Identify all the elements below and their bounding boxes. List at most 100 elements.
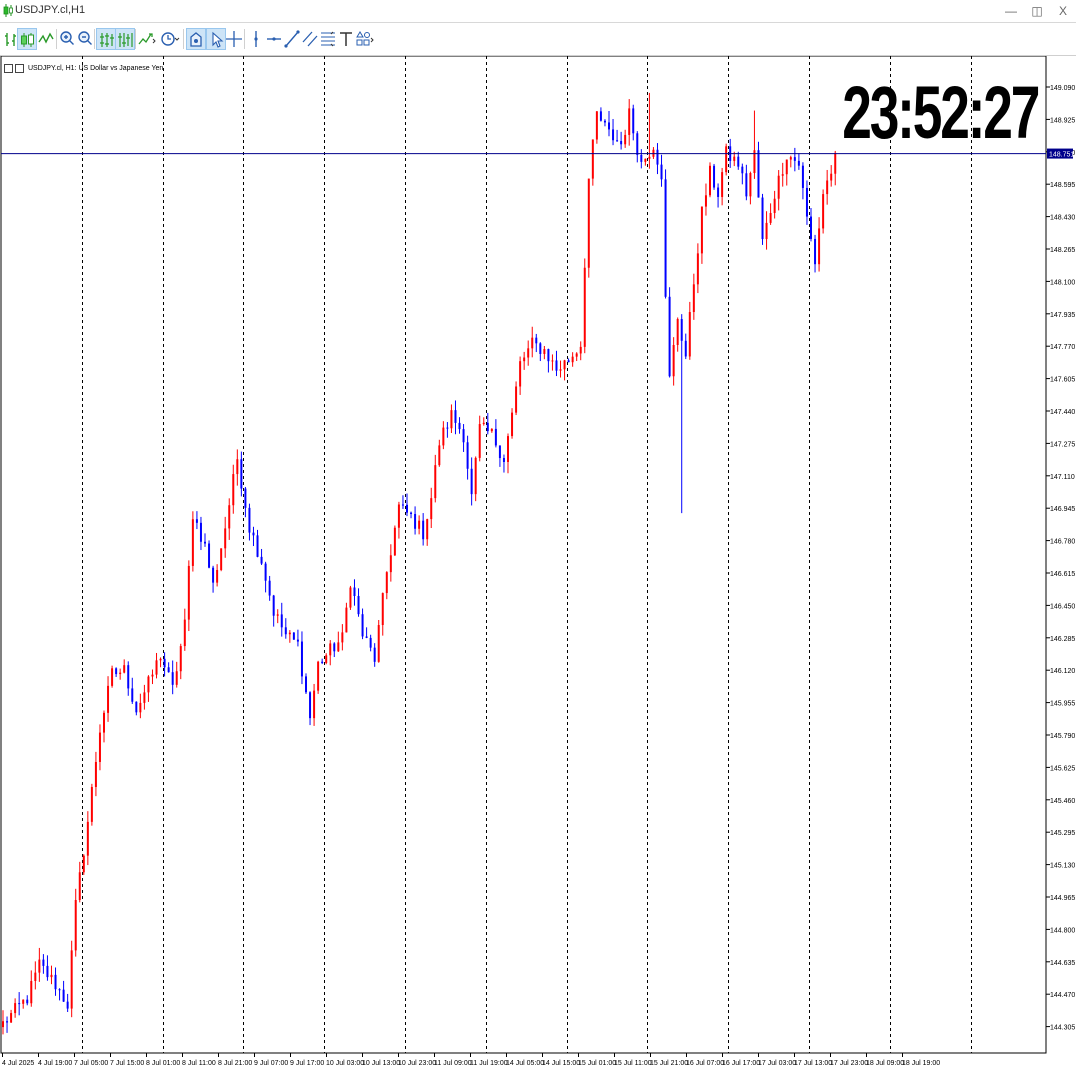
shapes-button[interactable]	[354, 28, 374, 50]
candle-body	[749, 173, 752, 197]
tile-windows-button[interactable]	[96, 28, 116, 50]
trendline-icon	[284, 30, 300, 48]
candle-body	[401, 504, 404, 506]
candle-body	[385, 572, 388, 594]
candle-body	[143, 692, 146, 703]
candlestick-button[interactable]	[17, 28, 37, 50]
horizontal-line-button[interactable]	[264, 28, 284, 50]
y-tick-label: 145.460	[1050, 798, 1075, 805]
x-tick-label: 11 Jul 19:00	[470, 1060, 508, 1067]
vertical-line-button[interactable]	[246, 28, 266, 50]
x-tick-label: 18 Jul 19:00	[902, 1060, 940, 1067]
candle-body	[616, 140, 619, 142]
candle-body	[187, 565, 190, 620]
candle-body	[18, 1003, 21, 1005]
candle-body	[466, 442, 469, 469]
zoom-out-button[interactable]	[76, 28, 96, 50]
candle-body	[822, 194, 825, 229]
chart-shift-button[interactable]	[115, 28, 135, 50]
templates-icon	[190, 32, 202, 47]
candle-body	[430, 498, 433, 520]
toolbar-separator	[94, 29, 95, 49]
candle-body	[797, 160, 800, 166]
candle-body	[587, 178, 590, 268]
y-tick-label: 145.790	[1050, 733, 1075, 740]
candle-body	[212, 567, 215, 583]
y-tick-label: 148.595	[1050, 182, 1075, 189]
candle-body	[14, 1003, 17, 1014]
x-tick-label: 15 Jul 21:00	[650, 1060, 688, 1067]
close-button[interactable]: X	[1049, 2, 1076, 20]
x-tick-label: 14 Jul 15:00	[542, 1060, 580, 1067]
fibonacci-button[interactable]	[318, 28, 338, 50]
candle-body	[361, 614, 364, 637]
y-tick-label: 146.450	[1050, 603, 1075, 610]
candle-body	[38, 959, 41, 973]
templates-button[interactable]	[186, 28, 206, 50]
candle-body	[46, 965, 49, 978]
candle-body	[741, 166, 744, 174]
candle-body	[260, 556, 263, 564]
y-tick-label: 144.470	[1050, 992, 1075, 999]
indicators-button[interactable]	[137, 28, 157, 50]
candle-body	[240, 459, 243, 489]
candle-body	[2, 1021, 4, 1028]
candle-body	[183, 619, 186, 647]
candle-body	[591, 139, 594, 179]
y-tick-label: 146.120	[1050, 668, 1075, 675]
candle-body	[191, 519, 194, 566]
candle-body	[54, 974, 57, 990]
candle-body	[147, 676, 150, 693]
candle-body	[737, 156, 740, 167]
candle-body	[199, 522, 202, 542]
equidistant-channel-button[interactable]	[300, 28, 320, 50]
x-tick-label: 17 Jul 03:00	[758, 1060, 796, 1067]
y-tick-label: 147.605	[1050, 377, 1075, 384]
bar-chart-icon	[5, 33, 16, 46]
candle-body	[292, 632, 295, 640]
chart-area[interactable]: 4 Jul 2025 4 Jul 19:00 7 Jul 05:00 7 Jul 15…	[0, 56, 1076, 1076]
zoom-out-icon	[78, 31, 92, 45]
minimize-icon: —	[1005, 4, 1017, 18]
candle-body	[713, 165, 716, 188]
candle-body	[519, 361, 522, 387]
candle-body	[139, 702, 142, 713]
candle-body	[765, 222, 768, 240]
crosshair-button[interactable]	[224, 28, 244, 50]
candle-body	[175, 671, 178, 685]
candle-body	[511, 412, 514, 437]
symbol-description: USDJPY.cl, H1: US Dollar vs Japanese Yen	[28, 64, 164, 72]
candlestick-chart[interactable]: 4 Jul 2025 4 Jul 19:00 7 Jul 05:00 7 Jul 15…	[0, 56, 1076, 1076]
line-chart-button[interactable]	[37, 28, 57, 50]
candle-body	[325, 655, 328, 663]
x-tick-label: 7 Jul 15:00	[110, 1060, 144, 1067]
candle-body	[42, 959, 45, 966]
candle-body	[810, 216, 812, 239]
candle-body	[381, 593, 384, 626]
candle-body	[450, 410, 453, 429]
candle-body	[163, 658, 166, 668]
candle-body	[551, 360, 554, 362]
minimize-button[interactable]: —	[997, 2, 1025, 20]
candle-body	[426, 519, 429, 540]
candle-body	[107, 685, 110, 713]
candle-body	[30, 980, 33, 1004]
cursor-button[interactable]	[206, 28, 226, 50]
candle-body	[232, 474, 235, 506]
chart-list-icon	[4, 63, 13, 73]
y-tick-label: 145.625	[1050, 765, 1075, 772]
text-button[interactable]	[336, 28, 356, 50]
candle-body	[725, 146, 728, 173]
trendline-button[interactable]	[282, 28, 302, 50]
x-tick-label: 17 Jul 23:00	[830, 1060, 868, 1067]
candle-body	[345, 607, 348, 633]
candle-body	[357, 596, 360, 615]
candle-body	[313, 690, 316, 719]
candle-body	[769, 212, 772, 223]
timeframe-button[interactable]	[160, 28, 180, 50]
restore-button[interactable]: ◫	[1023, 2, 1051, 20]
candle-body	[680, 319, 683, 341]
zoom-in-button[interactable]	[58, 28, 78, 50]
candle-body	[414, 514, 417, 529]
bar-chart-button[interactable]	[2, 28, 22, 50]
